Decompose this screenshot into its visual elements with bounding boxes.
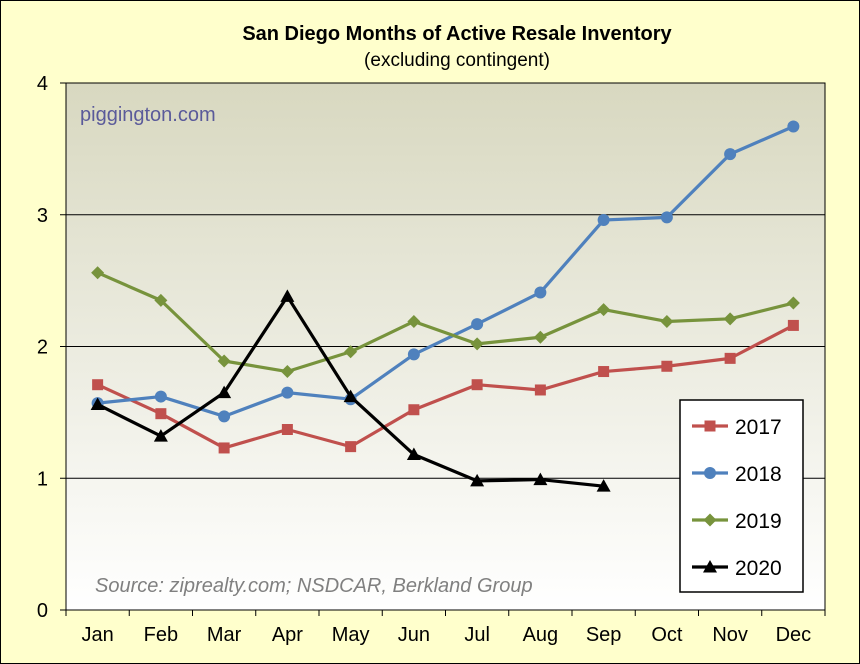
data-point-2017 xyxy=(471,379,483,391)
data-point-2019 xyxy=(660,314,674,328)
legend-label: 2018 xyxy=(735,463,782,486)
data-point-2017 xyxy=(345,441,357,453)
legend-item-2018: 2018 xyxy=(692,463,782,486)
data-point-2017 xyxy=(661,360,673,372)
series-line-2017 xyxy=(96,324,795,450)
data-point-2017 xyxy=(787,319,799,331)
legend-item-2019: 2019 xyxy=(692,510,782,533)
data-point-2018 xyxy=(154,390,167,403)
data-point-2019 xyxy=(723,312,737,326)
legend-marker xyxy=(703,560,717,573)
legend-marker xyxy=(703,513,717,527)
legend: 2017 2018 2019 2020 xyxy=(679,399,804,593)
data-point-2019 xyxy=(344,345,358,359)
data-point-2018 xyxy=(660,211,673,224)
data-point-2020 xyxy=(470,473,485,487)
data-point-2018 xyxy=(407,348,420,361)
series-2017 xyxy=(92,319,799,454)
series-group xyxy=(90,120,800,492)
legend-label: 2020 xyxy=(735,557,782,580)
legend-marker xyxy=(704,420,716,432)
data-point-2019 xyxy=(470,337,484,351)
data-point-2020 xyxy=(596,479,611,492)
data-point-2017 xyxy=(155,408,167,420)
legend-item-2020: 2020 xyxy=(692,557,782,580)
data-point-2019 xyxy=(533,330,547,344)
series-line-2019 xyxy=(96,271,794,374)
data-point-2017 xyxy=(218,442,230,454)
x-tick-label: Nov xyxy=(712,624,748,646)
data-point-2017 xyxy=(408,404,420,416)
x-tick-label: Oct xyxy=(651,624,683,646)
y-axis-ticks: 0 1 2 3 4 xyxy=(37,73,66,622)
legend-label: 2017 xyxy=(735,416,782,439)
legend-label: 2019 xyxy=(735,510,782,533)
x-tick-label: Aug xyxy=(523,624,559,646)
y-tick-label: 1 xyxy=(37,468,48,490)
data-point-2018 xyxy=(281,386,294,399)
series-2019 xyxy=(91,266,800,379)
data-point-2018 xyxy=(724,148,737,161)
x-tick-label: Feb xyxy=(144,624,178,646)
data-point-2018 xyxy=(787,120,800,133)
y-tick-label: 0 xyxy=(37,600,48,622)
data-point-2020 xyxy=(343,389,358,403)
data-point-2019 xyxy=(280,365,294,379)
y-tick-label: 2 xyxy=(37,337,48,359)
y-tick-label: 4 xyxy=(37,73,48,95)
legend-box xyxy=(679,399,804,593)
data-point-2019 xyxy=(786,296,800,310)
data-point-2017 xyxy=(598,366,610,378)
data-point-2018 xyxy=(534,286,547,299)
x-axis-ticks: Jan Feb Mar Apr May Jun Jul Aug Sep Oct Nov Dec xyxy=(65,610,826,646)
x-tick-label: Jul xyxy=(464,624,490,646)
x-tick-label: Sep xyxy=(586,624,622,646)
x-tick-label: Jan xyxy=(82,624,114,646)
data-point-2018 xyxy=(218,410,231,423)
data-point-2020 xyxy=(280,289,295,302)
series-line-2018 xyxy=(97,125,795,418)
x-tick-label: Dec xyxy=(776,624,812,646)
data-point-2020 xyxy=(90,397,105,410)
data-point-2019 xyxy=(91,266,105,280)
data-point-2017 xyxy=(534,384,546,396)
chart-subtitle: (excluding contingent) xyxy=(364,50,550,71)
x-tick-label: Mar xyxy=(207,624,242,646)
data-point-2020 xyxy=(217,385,232,399)
data-point-2020 xyxy=(153,429,168,442)
data-point-2019 xyxy=(597,303,611,317)
data-point-2017 xyxy=(281,424,293,436)
data-point-2019 xyxy=(407,314,421,328)
watermark-text: piggington.com xyxy=(80,104,216,126)
legend-marker xyxy=(704,467,716,479)
source-note: Source: ziprealty.com; NSDCAR, Berkland … xyxy=(95,575,533,597)
data-point-2019 xyxy=(217,354,231,368)
x-tick-label: Jun xyxy=(398,624,430,646)
series-2020 xyxy=(90,289,611,492)
data-point-2017 xyxy=(92,379,104,391)
y-tick-label: 3 xyxy=(37,205,48,227)
legend-item-2017: 2017 xyxy=(692,416,782,439)
x-tick-label: May xyxy=(332,624,370,646)
data-point-2017 xyxy=(724,352,736,364)
data-point-2018 xyxy=(471,318,484,331)
series-2018 xyxy=(91,120,800,423)
data-point-2020 xyxy=(406,447,421,461)
data-point-2020 xyxy=(533,472,548,486)
data-point-2019 xyxy=(154,293,168,307)
data-point-2018 xyxy=(597,214,610,227)
chart-title: San Diego Months of Active Resale Invent… xyxy=(242,23,672,45)
x-tick-label: Apr xyxy=(272,624,303,646)
